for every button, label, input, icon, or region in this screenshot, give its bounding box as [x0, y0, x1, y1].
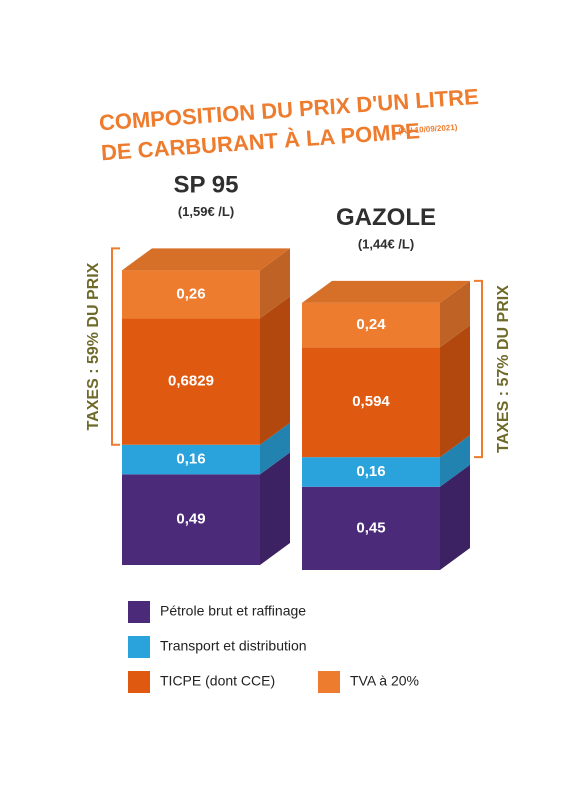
legend-label: TICPE (dont CCE): [160, 673, 275, 689]
value-label: 0,6829: [168, 373, 214, 390]
tax-annotation: TAXES : 59% DU PRIX: [85, 262, 102, 430]
title-group: COMPOSITION DU PRIX D'UN LITRE DE CARBUR…: [98, 84, 479, 165]
category-label: SP 95: [174, 172, 239, 199]
legend-label: Transport et distribution: [160, 638, 307, 654]
value-label: 0,594: [352, 393, 390, 410]
tax-bracket: [111, 247, 120, 446]
bar-segment: [302, 302, 440, 348]
value-label: 0,45: [356, 519, 385, 536]
value-label: 0,26: [176, 285, 205, 302]
value-label: 0,24: [356, 316, 386, 333]
category-note: (1,44€ /L): [358, 236, 414, 251]
bar-segment: [122, 318, 260, 445]
legend-swatch: [128, 601, 150, 623]
bar-segment: [122, 474, 260, 565]
category-label: GAZOLE: [336, 204, 436, 231]
bar-segment: [302, 347, 440, 458]
bar-side: [260, 296, 290, 445]
bar-side: [440, 464, 470, 570]
bar-top: [122, 248, 290, 271]
category-note: (1,59€ /L): [178, 204, 234, 219]
title-note: (AU 10/09/2021): [398, 123, 458, 136]
value-label: 0,16: [176, 451, 205, 468]
bar-side: [260, 248, 290, 319]
legend-swatch: [318, 671, 340, 693]
legend-label: Pétrole brut et raffinage: [160, 603, 306, 619]
legend-swatch: [128, 671, 150, 693]
value-label: 0,16: [356, 463, 385, 480]
bar-side: [260, 422, 290, 475]
tax-annotation: TAXES : 57% DU PRIX: [495, 285, 512, 453]
legend-label: TVA à 20%: [350, 673, 419, 689]
bar-segment: [122, 270, 260, 319]
bar-segment: [302, 486, 440, 570]
bar-top: [302, 280, 470, 303]
value-label: 0,49: [176, 511, 205, 528]
tax-bracket: [474, 279, 483, 459]
bar-segment: [302, 457, 440, 487]
bar-side: [440, 280, 470, 348]
bar-side: [260, 452, 290, 565]
bar-segment: [122, 444, 260, 475]
legend-swatch: [128, 636, 150, 658]
bar-side: [440, 435, 470, 487]
bar-side: [440, 325, 470, 458]
